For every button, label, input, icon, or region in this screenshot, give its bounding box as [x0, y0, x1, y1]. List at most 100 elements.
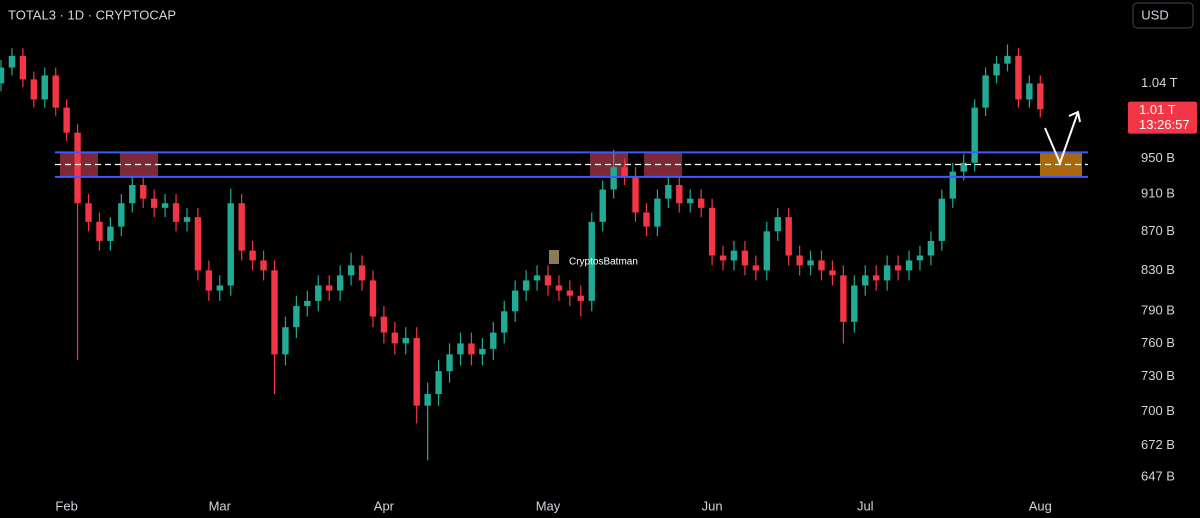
candle-body — [85, 203, 92, 222]
candle-body — [599, 189, 606, 222]
candle-body — [52, 75, 59, 108]
candle-body — [851, 285, 858, 322]
watermark: CryptosBatman — [569, 257, 638, 268]
candle-body — [741, 250, 749, 266]
candle-body — [654, 198, 661, 227]
candle-body — [840, 275, 847, 322]
x-tick-label: Jul — [857, 498, 874, 513]
candle-body — [719, 255, 727, 261]
x-tick-label: Feb — [55, 498, 77, 513]
chart-title: TOTAL3 · 1D · CRYPTOCAP — [8, 7, 176, 22]
candle-body — [1026, 83, 1033, 100]
candle-body — [326, 285, 333, 291]
candle-body — [883, 265, 891, 281]
candle-body — [807, 260, 814, 266]
countdown: 13:26:57 — [1139, 117, 1190, 132]
candle-body — [927, 240, 935, 256]
candle-body — [676, 185, 683, 204]
candle-body — [949, 171, 956, 199]
y-tick-label: 672 B — [1141, 437, 1175, 452]
candle-body — [511, 290, 519, 312]
last-price-label: 1.01 T — [1139, 102, 1176, 117]
candle-body — [249, 250, 256, 261]
candle-body — [665, 185, 672, 199]
candle-body — [862, 275, 869, 286]
candle-body — [905, 260, 913, 271]
candle-body — [763, 231, 770, 271]
candle-body — [490, 332, 497, 349]
candle-body — [183, 217, 191, 222]
candle-body — [752, 265, 760, 271]
candle-body — [818, 260, 825, 271]
last-price-box — [1128, 101, 1197, 134]
watermark-icon — [549, 250, 559, 264]
arrow-head — [1068, 110, 1081, 123]
y-tick-label: 730 B — [1141, 368, 1175, 383]
candle-body — [621, 167, 628, 177]
candle-body — [1037, 83, 1044, 110]
candle-body — [960, 162, 967, 172]
candle-body — [96, 221, 103, 241]
candle-body — [315, 285, 322, 301]
candle-body — [501, 311, 508, 333]
y-tick-label: 950 B — [1141, 150, 1175, 165]
currency-label[interactable]: USD — [1141, 7, 1168, 22]
candle-body — [577, 295, 585, 301]
candle-body — [0, 67, 5, 84]
currency-button[interactable] — [1132, 2, 1194, 29]
candle-body — [697, 198, 705, 208]
candle-body — [41, 75, 48, 100]
candle-body — [358, 265, 366, 281]
x-tick-label: Jun — [702, 498, 723, 513]
candle-body — [873, 275, 880, 281]
candle-body — [555, 285, 563, 291]
candle-body — [533, 275, 541, 281]
candle-body — [424, 394, 431, 406]
candle-body — [971, 107, 978, 163]
candle-body — [227, 203, 234, 286]
x-tick-label: May — [536, 498, 561, 513]
y-tick-label: 790 B — [1141, 303, 1175, 318]
candle-body — [129, 185, 136, 204]
candle-body — [1004, 55, 1011, 64]
candle-body — [30, 79, 38, 100]
candle-body — [194, 217, 202, 271]
candle-body — [468, 343, 475, 355]
y-tick-label: 647 B — [1141, 468, 1175, 483]
candle-body — [730, 250, 738, 261]
candle-body — [107, 226, 114, 241]
candle-body — [238, 203, 245, 251]
candle-body — [369, 280, 377, 317]
candle-body — [687, 198, 694, 204]
candle-body — [140, 185, 147, 199]
candle-body — [894, 265, 902, 271]
candle-body — [829, 270, 836, 276]
candle-body — [785, 217, 792, 256]
y-tick-label: 830 B — [1141, 262, 1175, 277]
candle-body — [522, 280, 530, 291]
candle-body — [336, 275, 344, 291]
candle-body — [938, 198, 946, 241]
candle-body — [993, 63, 1000, 76]
candle-body — [435, 371, 442, 395]
candle-body — [479, 348, 486, 355]
x-tick-label: Mar — [209, 498, 232, 513]
candle-body — [413, 337, 420, 406]
candle-body — [774, 217, 781, 232]
x-tick-label: Apr — [374, 498, 395, 513]
candle-body — [588, 221, 595, 301]
candle-body — [457, 343, 464, 355]
candle-body — [544, 275, 552, 286]
candle-body — [293, 306, 300, 328]
candle-body — [1015, 55, 1022, 100]
candle-body — [610, 167, 617, 190]
candle-body — [380, 316, 388, 333]
candle-body — [643, 212, 650, 227]
candle-body — [63, 107, 70, 133]
arrow — [1044, 111, 1079, 166]
candle-body — [260, 260, 267, 271]
candle-body — [74, 132, 81, 204]
candle-body — [391, 332, 399, 344]
y-tick-label: 1.04 T — [1141, 75, 1178, 90]
candle-body — [916, 255, 924, 261]
